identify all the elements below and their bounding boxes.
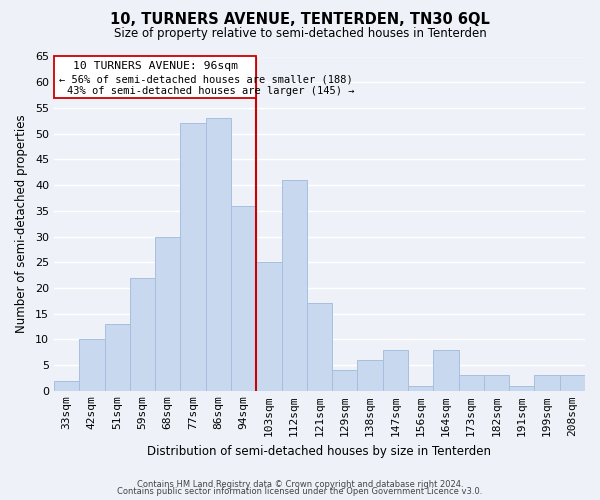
Bar [256, 262, 281, 391]
X-axis label: Distribution of semi-detached houses by size in Tenterden: Distribution of semi-detached houses by … [148, 444, 491, 458]
Bar [206, 118, 231, 391]
Bar [408, 386, 433, 391]
Bar [509, 386, 535, 391]
Text: Size of property relative to semi-detached houses in Tenterden: Size of property relative to semi-detach… [113, 28, 487, 40]
Bar [484, 376, 509, 391]
Text: Contains HM Land Registry data © Crown copyright and database right 2024.: Contains HM Land Registry data © Crown c… [137, 480, 463, 489]
Bar [231, 206, 256, 391]
Text: Contains public sector information licensed under the Open Government Licence v3: Contains public sector information licen… [118, 488, 482, 496]
Bar [104, 324, 130, 391]
Bar [79, 340, 104, 391]
Bar [358, 360, 383, 391]
Bar [155, 236, 181, 391]
Bar [130, 278, 155, 391]
Bar [535, 376, 560, 391]
Y-axis label: Number of semi-detached properties: Number of semi-detached properties [15, 114, 28, 333]
Bar [307, 304, 332, 391]
Bar [54, 380, 79, 391]
FancyBboxPatch shape [54, 56, 256, 98]
Text: ← 56% of semi-detached houses are smaller (188): ← 56% of semi-detached houses are smalle… [59, 74, 353, 85]
Bar [383, 350, 408, 391]
Bar [281, 180, 307, 391]
Bar [458, 376, 484, 391]
Text: 10 TURNERS AVENUE: 96sqm: 10 TURNERS AVENUE: 96sqm [73, 61, 238, 71]
Text: 43% of semi-detached houses are larger (145) →: 43% of semi-detached houses are larger (… [67, 86, 354, 97]
Text: 10, TURNERS AVENUE, TENTERDEN, TN30 6QL: 10, TURNERS AVENUE, TENTERDEN, TN30 6QL [110, 12, 490, 28]
Bar [181, 124, 206, 391]
Bar [433, 350, 458, 391]
Bar [332, 370, 358, 391]
Bar [560, 376, 585, 391]
